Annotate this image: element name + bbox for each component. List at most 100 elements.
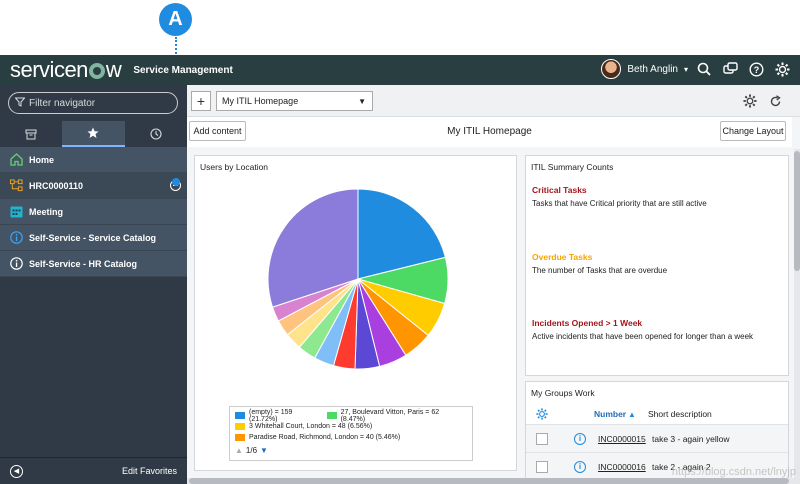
legend-label[interactable]: (empty) = 159 (21.72%) xyxy=(249,408,293,423)
legend-page-number: 1/6 xyxy=(245,446,258,455)
callout-dot xyxy=(172,178,180,186)
clock-icon xyxy=(150,128,162,140)
app-title: Service Management xyxy=(133,64,233,76)
filter-input[interactable] xyxy=(29,97,169,109)
row-checkbox[interactable] xyxy=(536,460,548,473)
scroll-thumb[interactable] xyxy=(794,151,800,271)
help-icon[interactable]: ? xyxy=(748,61,764,77)
tab-history[interactable] xyxy=(125,121,187,147)
legend-swatch xyxy=(326,412,337,419)
horizontal-scrollbar[interactable] xyxy=(187,478,800,484)
user-menu[interactable]: Beth Anglin ▾ xyxy=(601,59,688,79)
favorite-label: Self-Service - HR Catalog xyxy=(29,258,138,269)
favorite-meeting[interactable]: Meeting xyxy=(0,199,187,225)
column-number[interactable]: Number xyxy=(594,409,627,419)
dashboard-header: Add content My ITIL Homepage Change Layo… xyxy=(187,117,792,147)
servicenow-logo[interactable]: servicen w xyxy=(10,57,122,83)
overdue-tasks-link[interactable]: Overdue Tasks xyxy=(532,252,593,262)
info-icon[interactable]: i xyxy=(574,460,586,473)
archive-icon xyxy=(25,129,37,139)
collapse-navigator-icon[interactable]: ◀ xyxy=(10,464,23,478)
hierarchy-icon xyxy=(10,179,23,192)
logo-o xyxy=(88,63,105,79)
incidents-opened-desc: Active incidents that have been opened f… xyxy=(532,332,754,341)
row-checkbox[interactable] xyxy=(536,432,548,445)
star-icon xyxy=(87,127,99,138)
vertical-scrollbar[interactable] xyxy=(794,149,800,484)
favorite-hrc0000110[interactable]: HRC0000110 xyxy=(0,173,187,199)
incidents-opened-link[interactable]: Incidents Opened > 1 Week xyxy=(532,318,643,328)
legend-label[interactable]: Paradise Road, Richmond, London = 40 (5.… xyxy=(249,434,401,441)
settings-gear-icon[interactable] xyxy=(742,93,758,109)
page-title: My ITIL Homepage xyxy=(447,126,532,137)
navigator-tabs xyxy=(0,121,187,147)
add-content-button[interactable]: Add content xyxy=(189,121,246,141)
pie-chart xyxy=(267,188,449,370)
tab-favorites[interactable] xyxy=(62,121,125,147)
edit-favorites-link[interactable]: Edit Favorites xyxy=(121,466,177,476)
sort-ascending-icon[interactable]: ▲ xyxy=(628,409,636,419)
row-description: take 3 - again yellow xyxy=(652,433,730,444)
filter-navigator[interactable] xyxy=(8,92,178,114)
avatar xyxy=(601,59,622,79)
legend-pager: ▲ 1/6 ▼ xyxy=(235,446,467,455)
legend-label[interactable]: 3 Whitehall Court, London = 48 (6.56%) xyxy=(249,423,373,430)
itil-summary-widget: ITIL Summary Counts Critical Tasks Tasks… xyxy=(525,155,789,376)
gear-icon[interactable] xyxy=(774,61,790,77)
filter-icon xyxy=(14,97,26,110)
my-groups-work-widget: My Groups Work Number ▲ Short descriptio… xyxy=(525,381,789,484)
favorite-service-catalog[interactable]: Self-Service - Service Catalog xyxy=(0,225,187,251)
favorite-home[interactable]: Home xyxy=(0,147,187,173)
tab-all-applications[interactable] xyxy=(0,121,62,147)
content-frame: + My ITIL Homepage ▼ Add content My ITIL… xyxy=(187,85,800,484)
legend-label[interactable]: 27, Boulevard Vitton, Paris = 62 (8.47%) xyxy=(340,408,440,423)
connect-chat-icon[interactable] xyxy=(722,61,738,77)
add-dashboard-button[interactable]: + xyxy=(191,91,211,111)
change-layout-button[interactable]: Change Layout xyxy=(720,121,786,141)
dashboard-select[interactable]: My ITIL Homepage ▼ xyxy=(216,91,373,111)
page-up-icon[interactable]: ▲ xyxy=(235,446,243,455)
table-header: Number ▲ Short description xyxy=(526,404,788,424)
table-row: i INC0000016 take 2 - again 2 xyxy=(526,452,788,480)
chevron-down-icon: ▾ xyxy=(683,64,688,74)
scroll-thumb[interactable] xyxy=(189,478,789,484)
incident-number-link[interactable]: INC0000015 xyxy=(598,433,646,444)
refresh-icon[interactable] xyxy=(767,93,783,109)
critical-tasks-link[interactable]: Critical Tasks xyxy=(532,185,587,195)
favorite-label: Meeting xyxy=(29,206,64,217)
calendar-icon xyxy=(10,205,23,218)
column-short-description[interactable]: Short description xyxy=(648,409,712,419)
favorite-hr-catalog[interactable]: Self-Service - HR Catalog xyxy=(0,251,187,277)
sidebar-footer: ◀ Edit Favorites xyxy=(0,457,187,484)
widget-title: My Groups Work xyxy=(531,388,595,398)
pie-slice-0[interactable] xyxy=(357,188,446,280)
app-frame: servicen w Service Management Beth Anglin… xyxy=(0,55,800,484)
incident-number-link[interactable]: INC0000016 xyxy=(598,461,646,472)
caret-down-icon: ▼ xyxy=(358,97,366,106)
page-down-icon[interactable]: ▼ xyxy=(260,446,268,455)
dashboard-select-value: My ITIL Homepage xyxy=(222,96,299,106)
favorite-label: Home xyxy=(29,154,55,165)
info-icon xyxy=(10,257,23,270)
favorite-label: HRC0000110 xyxy=(29,180,84,191)
logo-text: servicen xyxy=(10,57,88,82)
callout-a: A xyxy=(159,3,192,36)
list-settings-icon[interactable] xyxy=(536,408,548,422)
home-icon xyxy=(10,153,23,166)
top-header: servicen w Service Management Beth Anglin… xyxy=(0,55,800,85)
users-by-location-widget: Users by Location (empty) = 159 (21.72%)… xyxy=(194,155,517,471)
legend-swatch xyxy=(235,412,245,419)
search-icon[interactable] xyxy=(696,61,712,77)
critical-tasks-desc: Tasks that have Critical priority that a… xyxy=(532,199,707,208)
dashboard-toolbar: + My ITIL Homepage ▼ xyxy=(187,85,800,117)
application-navigator: Home HRC0000110 Meeting Self-Service - xyxy=(0,85,187,484)
info-icon[interactable]: i xyxy=(574,432,586,445)
favorite-label: Self-Service - Service Catalog xyxy=(29,232,157,243)
svg-text:?: ? xyxy=(753,65,759,75)
chart-legend: (empty) = 159 (21.72%) 27, Boulevard Vit… xyxy=(229,406,473,461)
pie-slice-12[interactable] xyxy=(267,188,359,308)
favorites-list: Home HRC0000110 Meeting Self-Service - xyxy=(0,147,187,277)
table-row: i INC0000015 take 3 - again yellow xyxy=(526,424,788,452)
widget-title: ITIL Summary Counts xyxy=(531,162,614,172)
user-name: Beth Anglin xyxy=(627,63,678,75)
